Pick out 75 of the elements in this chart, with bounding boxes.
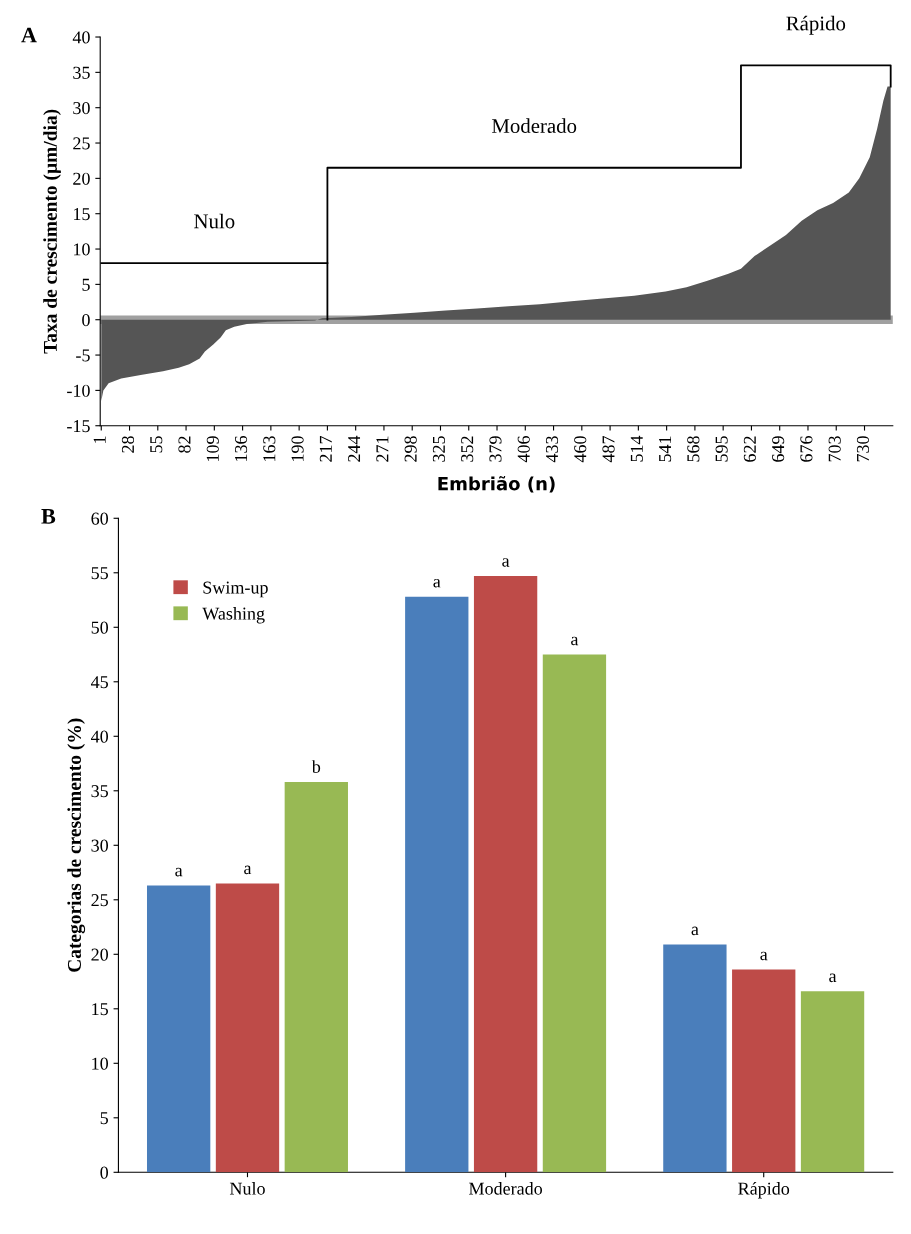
text: Rápido: [786, 15, 846, 35]
x-tick-label: 433: [545, 436, 559, 463]
y-tick-label: 50: [91, 621, 109, 634]
x-tick-label: 244: [348, 435, 361, 462]
annotation: Nulo: [194, 213, 235, 229]
y-tick-label: -15: [67, 420, 90, 433]
data-label: a: [691, 926, 699, 936]
y-tick-label: 10: [74, 243, 90, 256]
x-tick-label: 136: [234, 435, 248, 461]
data-label: a: [433, 578, 441, 588]
x-tick-label: 271: [376, 436, 389, 462]
y-tick-label: 10: [92, 1057, 109, 1070]
data-label: a: [502, 558, 510, 567]
x-tick-label: 649: [772, 436, 785, 462]
x-tick-label: 406: [517, 435, 530, 463]
y-tick-label: 20: [73, 172, 90, 185]
x-tick-label: 541: [659, 436, 672, 462]
y-tick-label: 15: [92, 1003, 108, 1016]
x-tick-label: 703: [828, 436, 841, 462]
y-tick-label: 20: [91, 948, 109, 961]
y-axis-title: Categorias de crescimento (%): [67, 718, 86, 972]
y-tick-label: 30: [91, 839, 109, 852]
y-tick-label: 0: [82, 313, 90, 327]
x-tick-label: 325: [432, 436, 445, 462]
x-tick-label: 82: [178, 436, 191, 453]
x-tick-label: 460: [574, 436, 587, 463]
x-tick-label: 730: [856, 436, 870, 462]
y-tick-label: 25: [73, 137, 90, 150]
y-tick-label: -5: [76, 349, 90, 362]
y-tick-label: 55: [91, 567, 108, 580]
x-tick-label: Rápido: [738, 1182, 790, 1199]
data-label: b: [311, 760, 321, 773]
data-label: a: [175, 867, 183, 877]
x-tick-label: 595: [715, 436, 728, 462]
x-tick-label: 676: [800, 435, 813, 462]
x-tick-label: 352: [461, 436, 474, 462]
y-tick-label: 60: [91, 512, 109, 525]
x-tick-label: 217: [319, 435, 332, 462]
x-tick-label: 28: [121, 436, 135, 453]
x-tick-label: 163: [263, 436, 276, 461]
data-label: a: [829, 973, 837, 983]
legend-label: Swim-up: [203, 581, 268, 598]
x-tick-label: 190: [291, 436, 304, 461]
legend-label: Washing: [202, 607, 265, 624]
x-axis-title: Embrião (n): [438, 476, 555, 493]
y-tick-label: 0: [100, 1166, 109, 1179]
data-label: a: [760, 951, 768, 961]
data-label: a: [244, 865, 252, 875]
x-tick-label: 298: [404, 436, 417, 462]
x-tick-label: 514: [630, 435, 643, 462]
x-tick-label: Nulo: [229, 1182, 265, 1195]
y-tick-label: 5: [100, 1112, 108, 1125]
x-tick-label: 622: [743, 436, 756, 462]
text: A: [21, 27, 37, 43]
y-tick-label: 30: [73, 101, 90, 115]
y-tick-label: 40: [72, 31, 90, 44]
x-tick-label: Moderado: [469, 1182, 543, 1195]
x-tick-label: 55: [150, 436, 163, 453]
y-tick-label: 35: [73, 66, 90, 79]
y-tick-label: 40: [91, 730, 109, 743]
data-label: a: [571, 636, 579, 646]
x-tick-label: 1: [93, 436, 106, 443]
y-tick-label: 15: [74, 208, 90, 221]
y-axis-title: Taxa de crescimento (µm/dia): [43, 109, 61, 354]
y-tick-label: 35: [91, 785, 108, 798]
text: B: [41, 509, 56, 524]
annotation: Moderado: [491, 118, 577, 133]
y-tick-label: 5: [82, 278, 90, 291]
x-tick-label: 568: [687, 436, 700, 462]
x-tick-label: 109: [206, 436, 219, 461]
x-tick-label: 379: [489, 436, 502, 462]
y-tick-label: -10: [67, 384, 90, 397]
x-tick-label: 487: [602, 435, 615, 463]
y-tick-label: 25: [91, 894, 108, 907]
y-tick-label: 45: [91, 676, 108, 689]
